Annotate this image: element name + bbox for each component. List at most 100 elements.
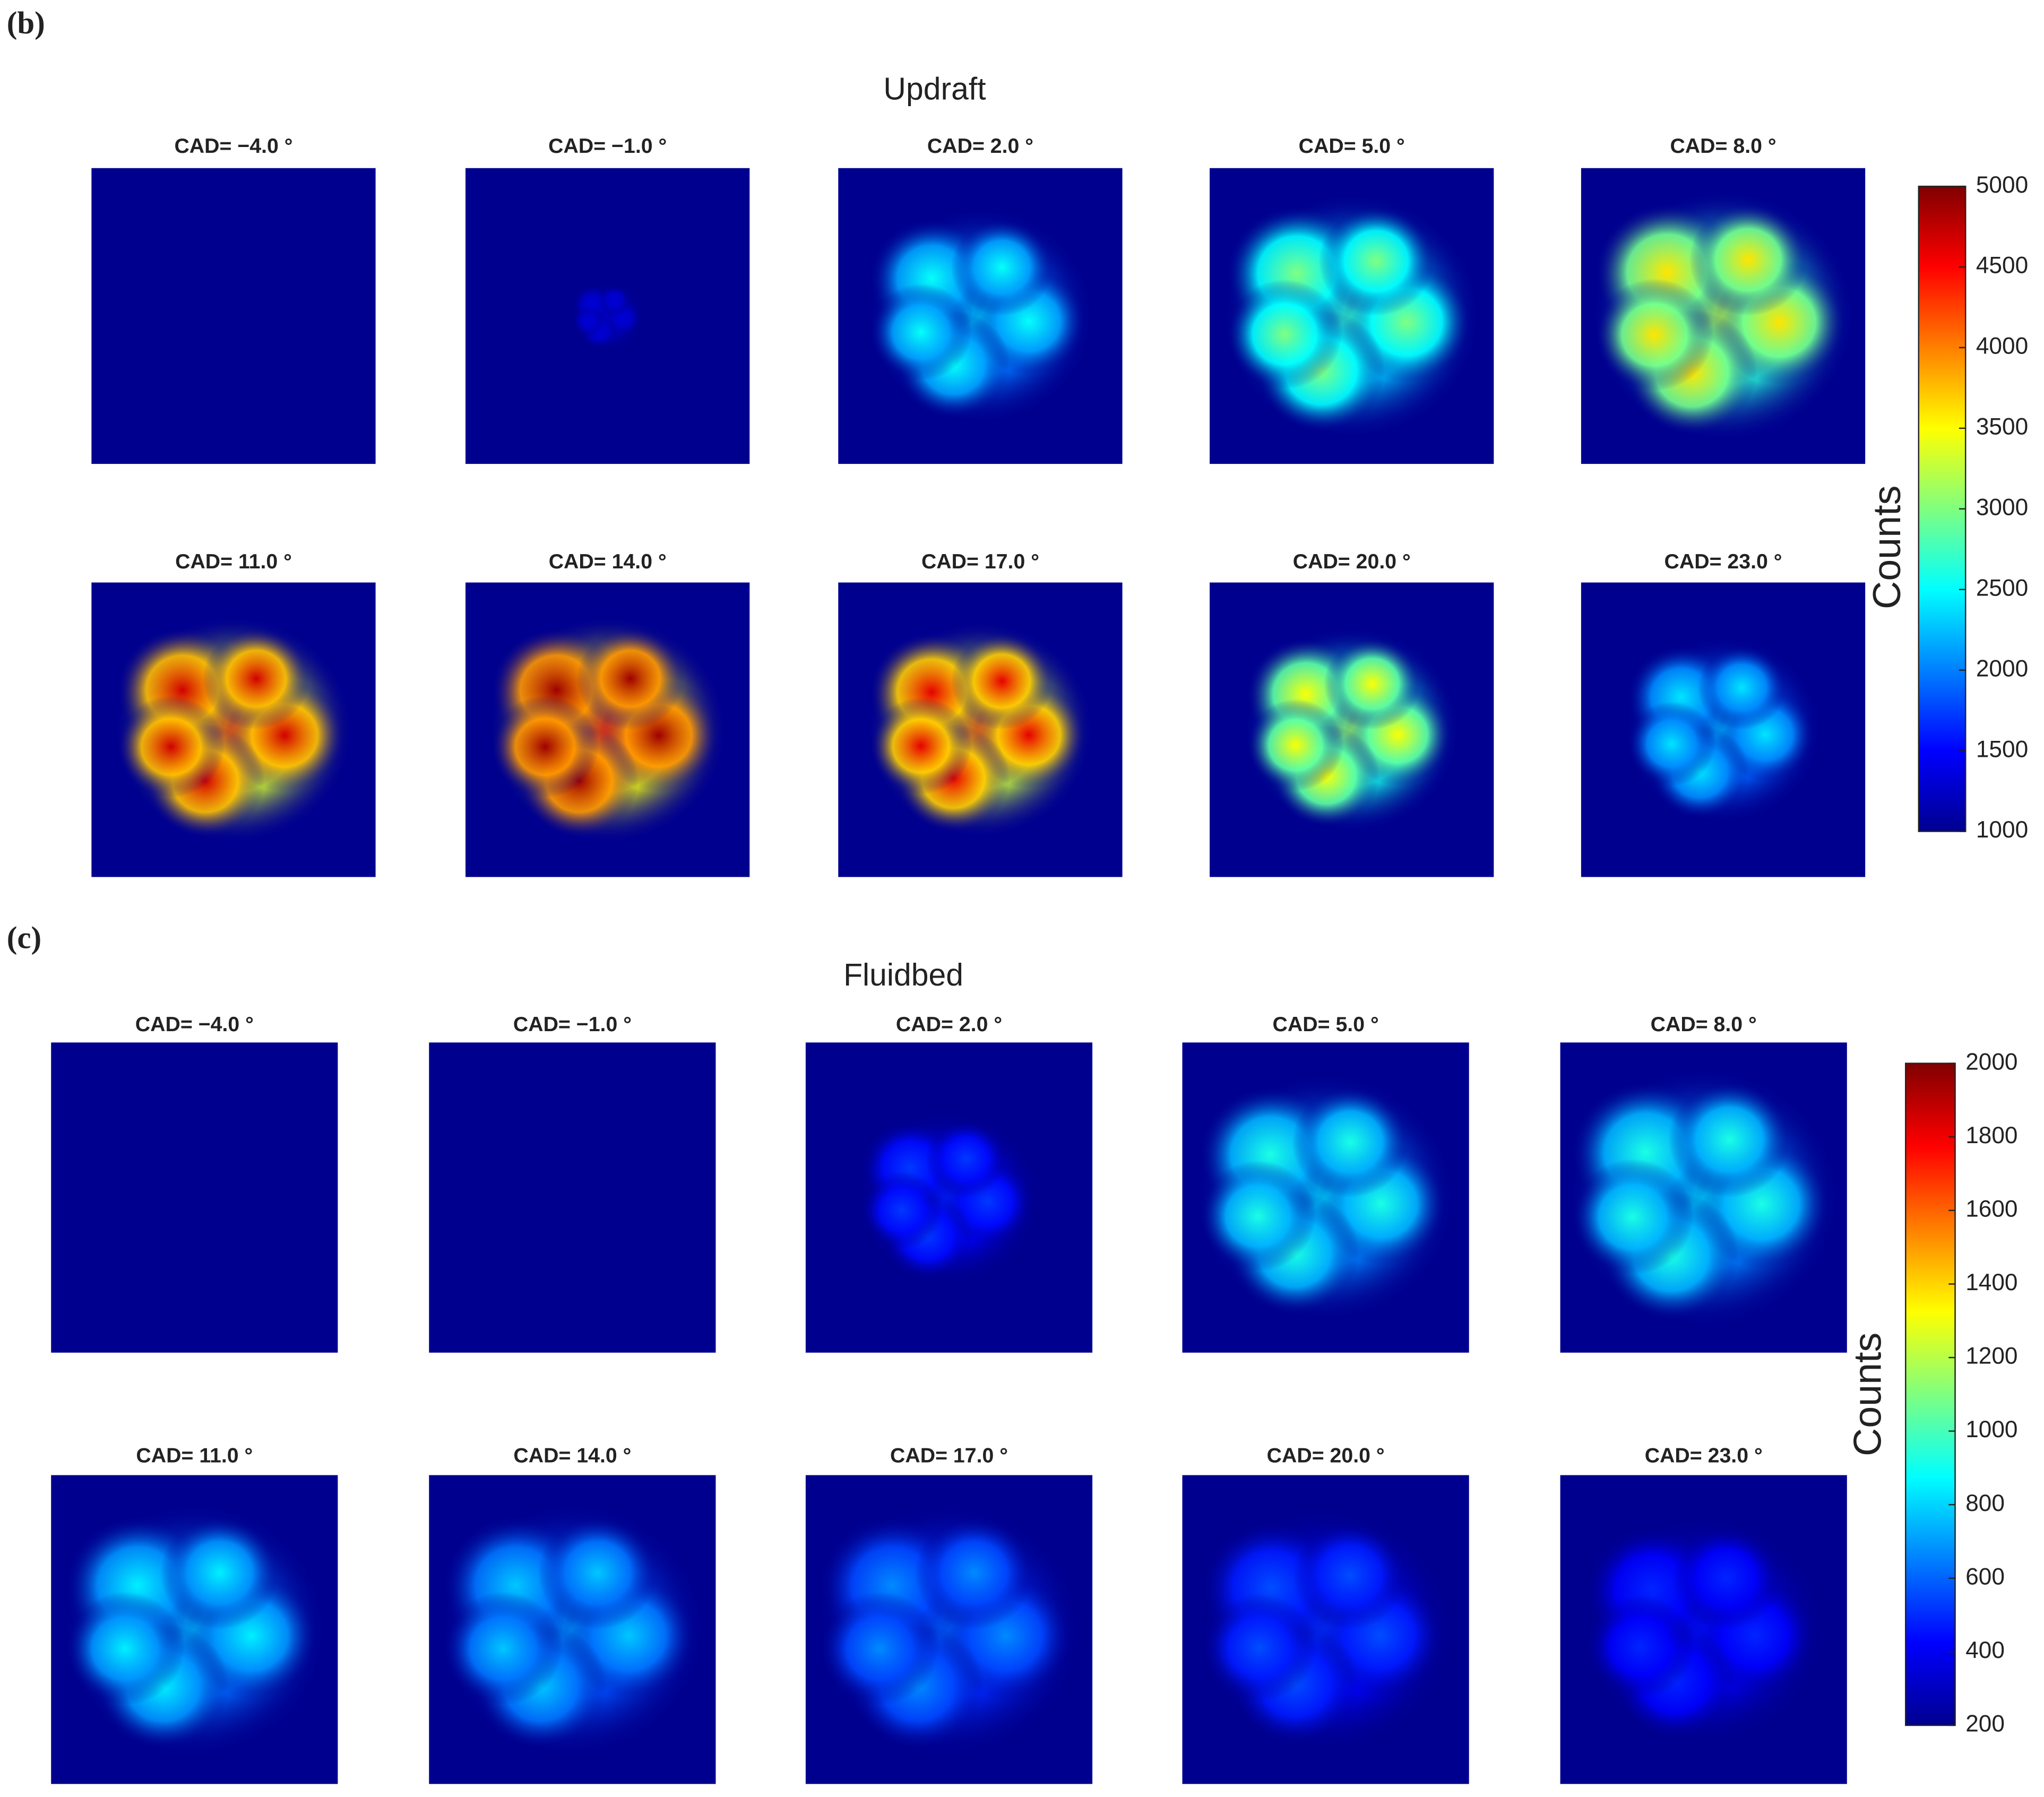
image-panel [51, 1042, 338, 1353]
subplot-title: CAD= 17.0 ° [921, 550, 1039, 573]
subplot-title: CAD= −1.0 ° [548, 134, 667, 158]
image-panel [1182, 1042, 1469, 1353]
colorbar-tick-label: 800 [1965, 1490, 2005, 1516]
colorbar-tick-label: 3000 [1976, 495, 2028, 521]
colorbar-tick-label: 5000 [1976, 172, 2028, 198]
intensity-blob [1668, 1081, 1791, 1198]
colorbar-tick-label: 4000 [1976, 333, 2028, 359]
image-background [51, 1042, 338, 1353]
intensity-blob [1292, 1086, 1409, 1198]
image-panel [805, 1042, 1093, 1353]
intensity-blob [491, 695, 599, 798]
image-panel [1581, 168, 1866, 464]
intensity-blob [1292, 1521, 1407, 1630]
image-panel [1210, 168, 1494, 464]
colorbar-tick-label: 1800 [1965, 1122, 2017, 1148]
subplot-title: CAD= 11.0 ° [136, 1444, 253, 1467]
subplot-title: CAD= 23.0 ° [1664, 550, 1782, 573]
intensity-blob [160, 1516, 280, 1630]
intensity-blob [951, 632, 1053, 730]
image-background [429, 1042, 716, 1353]
image-background [91, 168, 376, 464]
panel-label: (c) [7, 920, 41, 955]
intensity-blob [1595, 278, 1714, 391]
colorbar-tick-label: 4500 [1976, 253, 2028, 279]
subplot-title: CAD= 8.0 ° [1670, 134, 1776, 158]
intensity-blob [1627, 702, 1716, 787]
image-panel [51, 1475, 338, 1784]
intensity-blob [573, 306, 605, 336]
intensity-blob [861, 1171, 943, 1249]
subplot-title: CAD= 5.0 ° [1299, 134, 1405, 158]
intensity-blob [869, 697, 972, 795]
colorbar-tick-label: 1500 [1976, 736, 2028, 762]
intensity-blob [1318, 206, 1434, 316]
colorbar-tick-label: 600 [1965, 1563, 2005, 1589]
intensity-blob [1697, 645, 1787, 730]
subplot-title: CAD= 2.0 ° [896, 1013, 1002, 1036]
subplot-title: CAD= −4.0 ° [174, 134, 292, 158]
subplot-title: CAD= 11.0 ° [175, 550, 292, 573]
colorbar [1905, 1062, 1956, 1726]
subplot-title: CAD= 20.0 ° [1267, 1444, 1385, 1467]
image-panel [1581, 582, 1866, 877]
intensity-blob [925, 1120, 1007, 1198]
image-panel [1182, 1475, 1469, 1784]
panel-title: Fluidbed [843, 958, 963, 992]
intensity-blob [1227, 279, 1342, 390]
intensity-blob [1586, 1595, 1695, 1699]
colorbar-tick-label: 2000 [1965, 1049, 2017, 1075]
colorbar [1918, 185, 1967, 832]
intensity-blob [1324, 637, 1421, 730]
intensity-blob [1572, 1159, 1694, 1275]
subplot-title: CAD= 23.0 ° [1645, 1444, 1763, 1467]
subplot-title: CAD= 2.0 ° [927, 134, 1033, 158]
intensity-blob [1202, 1593, 1317, 1702]
image-panel [838, 582, 1123, 877]
colorbar-tick-label: 1000 [1976, 817, 2028, 843]
intensity-blob [65, 1592, 185, 1706]
colorbar-tick-label: 2500 [1976, 575, 2028, 601]
image-panel [1560, 1042, 1847, 1353]
intensity-blob [202, 627, 310, 730]
colorbar-label: Counts [1865, 486, 1909, 609]
image-panel [805, 1475, 1093, 1784]
image-panel [1560, 1475, 1847, 1784]
colorbar-tick-label: 2000 [1976, 655, 2028, 681]
intensity-blob [1672, 1526, 1781, 1630]
intensity-blob [951, 219, 1053, 316]
intensity-blob [443, 1592, 563, 1706]
intensity-blob [1247, 699, 1344, 791]
subplot-title: CAD= 14.0 ° [513, 1444, 631, 1467]
colorbar-tick-label: 200 [1965, 1711, 2005, 1737]
subplot-title: CAD= 8.0 ° [1651, 1013, 1757, 1036]
colorbar-label: Counts [1845, 1333, 1889, 1456]
image-panel [1210, 582, 1494, 877]
colorbar-tick-label: 1200 [1965, 1343, 2017, 1369]
subplot-title: CAD= −4.0 ° [135, 1013, 254, 1036]
image-panel [91, 168, 376, 464]
subplot-title: CAD= 14.0 ° [549, 550, 667, 573]
colorbar-tick-label: 1000 [1965, 1416, 2017, 1442]
image-panel [429, 1475, 716, 1784]
image-panel [91, 582, 376, 877]
intensity-blob [820, 1592, 939, 1706]
image-panel [465, 168, 750, 464]
panel-label: (b) [7, 5, 45, 40]
intensity-blob [598, 285, 631, 316]
intensity-blob [869, 283, 972, 381]
intensity-blob [915, 1516, 1034, 1630]
image-panel [429, 1042, 716, 1353]
subplot-title: CAD= 20.0 ° [1293, 550, 1411, 573]
subplot-title: CAD= −1.0 ° [513, 1013, 632, 1036]
intensity-blob [576, 627, 684, 730]
intensity-blob [1200, 1160, 1316, 1272]
intensity-blob [117, 695, 225, 798]
panel-title: Updraft [883, 72, 986, 106]
intensity-blob [538, 1516, 658, 1630]
intensity-blob [1689, 203, 1807, 316]
colorbar-tick-label: 3500 [1976, 414, 2028, 440]
colorbar-tick-label: 1400 [1965, 1269, 2017, 1295]
